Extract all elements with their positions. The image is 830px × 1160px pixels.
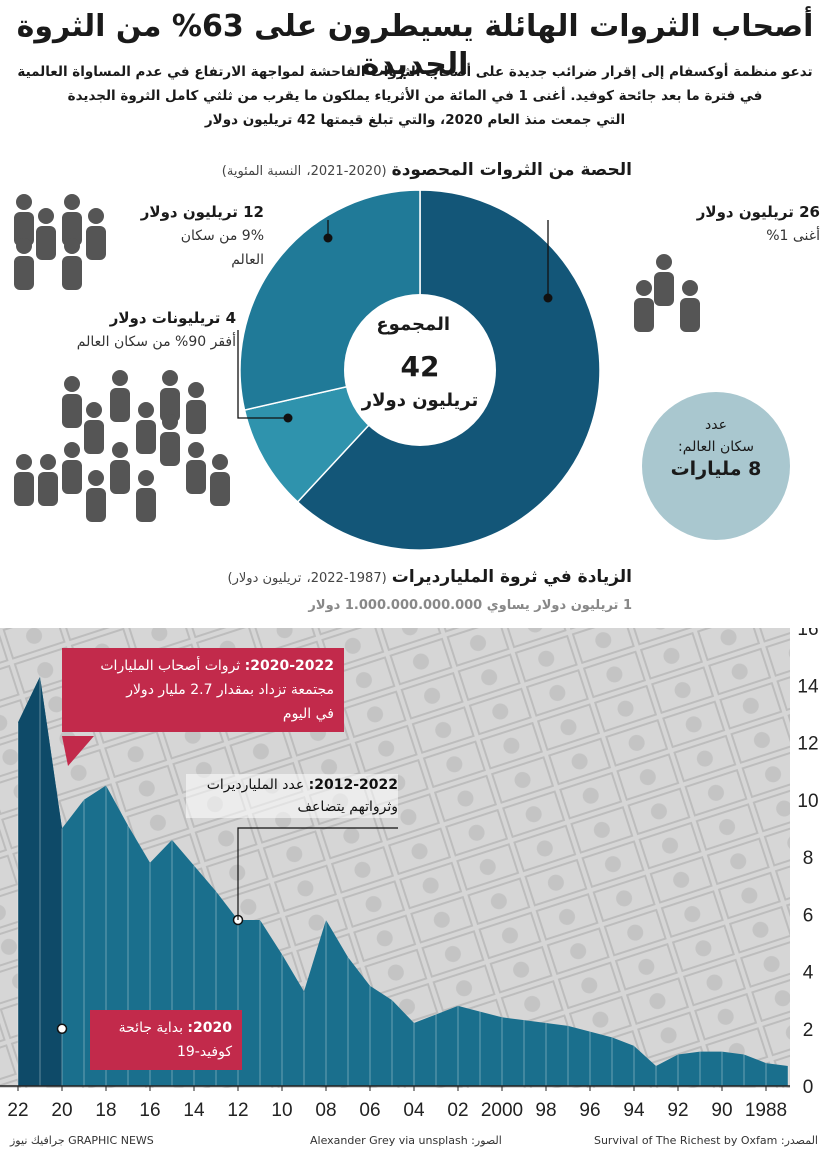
y-tick-label: 6 (803, 905, 814, 926)
increase-note: 1 تريليون دولار يساوي 1.000.000.000.000 … (308, 598, 632, 613)
x-tick-label: 16 (139, 1100, 160, 1121)
population-line-2: سكان العالم: (678, 439, 754, 455)
pie-center-hole (344, 294, 496, 446)
footer-brand: GRAPHIC NEWS جرافيك نيوز (10, 1134, 154, 1147)
label-bottom90-desc: أفقر 90% من سكان العالم (76, 334, 236, 350)
leader-dot-mid9 (323, 233, 333, 243)
callout-2020-2022-text-2: مجتمعة تزداد بمقدار 2.7 مليار دولار (126, 682, 334, 698)
x-tick-label: 04 (403, 1100, 425, 1121)
y-tick-label: 12 (797, 734, 818, 755)
intro-line-2: في فترة ما بعد جائحة كوفيد. أغنى 1 في ال… (67, 88, 763, 104)
area-layer (17, 676, 789, 1086)
x-tick-label: 98 (535, 1100, 556, 1121)
increase-title-main: الزيادة في ثروة المليارديرات (391, 567, 632, 587)
label-top1-amount: 26 تريليون دولار (696, 203, 820, 221)
intro-line-1: تدعو منظمة أوكسفام إلى إقرار ضرائب جديدة… (17, 64, 813, 80)
intro-text: تدعو منظمة أوكسفام إلى إقرار ضرائب جديدة… (8, 60, 822, 132)
x-tick-label: 96 (579, 1100, 600, 1121)
area-series (18, 676, 788, 1086)
callout-2020-year: 2020: (187, 1020, 232, 1036)
pie-graphic (14, 189, 700, 551)
label-mid9: 12 تريليون دولار 9% من سكان العالم (110, 200, 264, 272)
x-tick-label: 12 (227, 1100, 248, 1121)
label-mid9-desc-1: 9% من سكان (180, 228, 264, 244)
population-value: 8 مليارات (670, 458, 762, 480)
area-series-2020-2022 (18, 676, 62, 1086)
x-tick-label: 2000 (481, 1100, 523, 1121)
pie-title-years: (2020-2021، (306, 164, 387, 179)
x-tick-label: 20 (51, 1100, 72, 1121)
leader-dot-top1 (543, 293, 553, 303)
leader-dot-bottom90 (283, 413, 293, 423)
y-tick-label: 8 (803, 848, 814, 869)
x-tick-label: 90 (711, 1100, 732, 1121)
increase-title-unit: تريليون دولار) (227, 571, 302, 586)
callout-2020-2022-line-1: 2020-2022: ثروات أصحاب المليارات (72, 654, 334, 678)
y-tick-label: 16 (797, 628, 818, 640)
callout-2020-2022-text-1: ثروات أصحاب المليارات (100, 658, 245, 674)
pie-title-unit: النسبة المئوية) (221, 164, 302, 179)
page-title: أصحاب الثروات الهائلة يسيطرون على 63% من… (16, 9, 814, 82)
people-icon-group-mid9 (14, 194, 106, 290)
x-tick-label: 18 (95, 1100, 116, 1121)
x-tick-label: 08 (315, 1100, 336, 1121)
callout-2020-2022: 2020-2022: ثروات أصحاب المليارات مجتمعة … (62, 648, 344, 732)
label-bottom90-amount: 4 تريليونات دولار (109, 309, 236, 327)
footer-source: المصدر: Survival of The Richest by Oxfam (593, 1134, 818, 1147)
callout-2020-text-2: كوفيد-19 (176, 1044, 232, 1060)
pie-center-unit: تريليون دولار (361, 390, 479, 411)
pie-section-title: الحصة من الثروات المحصودة (2020-2021، ال… (20, 160, 632, 180)
callout-2020-2022-years: 2020-2022: (244, 658, 334, 674)
people-icon-group-bottom90 (14, 370, 230, 522)
increase-title-years: (1987-2022، (306, 571, 387, 586)
x-tick-label: 02 (447, 1100, 468, 1121)
x-tick-label: 10 (271, 1100, 292, 1121)
x-tick-label: 1988 (745, 1100, 787, 1121)
x-tick-label: 94 (623, 1100, 645, 1121)
y-tick-label: 0 (803, 1077, 814, 1098)
annotation-2012-2022-text-2: وثرواتهم يتضاعف (297, 799, 398, 815)
intro-line-3: التي جمعت منذ العام 2020، والتي تبلغ قيم… (204, 112, 626, 128)
population-line-1: عدد (705, 417, 727, 433)
y-tick-label: 4 (803, 963, 814, 984)
annotation-2012-2022-line-1: 2012-2022: عدد المليارديرات (186, 774, 398, 796)
callout-2020-2022-pointer (62, 736, 94, 766)
pie-center-label: المجموع (376, 314, 450, 335)
label-bottom90: 4 تريليونات دولار أفقر 90% من سكان العال… (10, 306, 236, 354)
footer-photo-credit: الصور: Alexander Grey via unsplash (310, 1134, 502, 1147)
label-mid9-desc-2: العالم (231, 252, 264, 268)
people-icon-group-top1 (634, 254, 700, 332)
y-tick-label: 2 (803, 1020, 814, 1041)
pie-center-value: 42 (400, 350, 440, 383)
axis-layer: 0246810121416198890929496982000020406081… (0, 628, 819, 1121)
increase-section-title: الزيادة في ثروة المليارديرات (1987-2022،… (20, 567, 632, 587)
label-top1: 26 تريليون دولار أغنى 1% (580, 200, 820, 248)
label-top1-desc: أغنى 1% (766, 228, 820, 244)
x-tick-label: 14 (183, 1100, 205, 1121)
callout-2020-2022-text-3: في اليوم (282, 706, 334, 722)
callout-2020: 2020: بداية جائحة كوفيد-19 (90, 1010, 242, 1070)
annotation-2012-2022-text-1: عدد المليارديرات (206, 777, 309, 793)
population-circle: عدد سكان العالم: 8 مليارات (642, 392, 790, 540)
pie-title-main: الحصة من الثروات المحصودة (391, 160, 632, 180)
x-tick-label: 92 (667, 1100, 688, 1121)
x-tick-label: 06 (359, 1100, 380, 1121)
footer: المصدر: Survival of The Richest by Oxfam… (0, 1130, 830, 1158)
annotation-2012-2022-years: 2012-2022: (308, 777, 398, 793)
label-mid9-amount: 12 تريليون دولار (140, 203, 264, 221)
x-tick-label: 22 (7, 1100, 28, 1121)
annotation-2012-2022: 2012-2022: عدد المليارديرات وثرواتهم يتض… (186, 774, 398, 818)
marker-2020 (56, 1023, 68, 1034)
y-tick-label: 10 (797, 791, 818, 812)
y-tick-label: 14 (797, 676, 819, 697)
callout-2020-text-1: بداية جائحة (118, 1020, 188, 1036)
callout-2020-line-1: 2020: بداية جائحة (100, 1016, 232, 1040)
leader-2012 (237, 827, 398, 920)
